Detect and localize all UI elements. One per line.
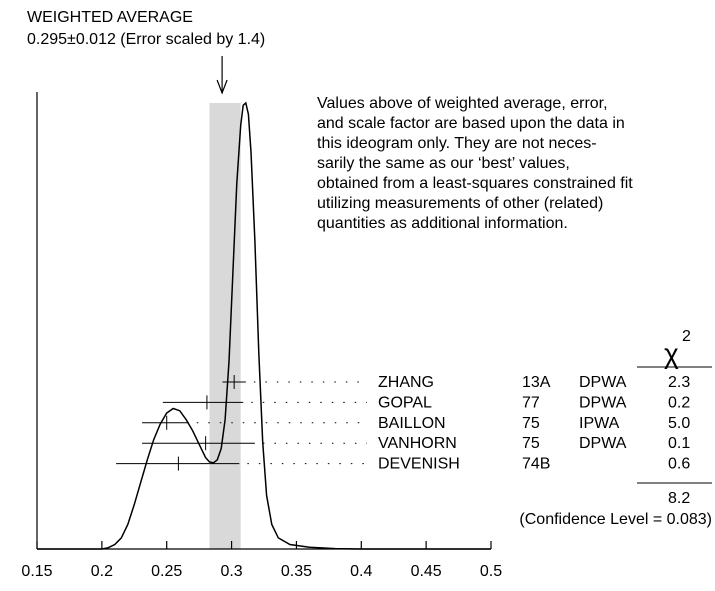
technique-label: DPWA — [579, 394, 627, 411]
chi2-value: 0.6 — [668, 456, 690, 473]
year-label: 13A — [522, 374, 551, 391]
author-label: ZHANG — [378, 374, 434, 391]
author-label: BAILLON — [378, 415, 446, 432]
year-label: 77 — [522, 394, 540, 411]
technique-label: DPWA — [579, 374, 627, 391]
author-label: VANHORN — [378, 435, 457, 452]
measurement-row: VANHORN 75 DPWA 0.1 — [142, 435, 690, 452]
x-tick-label: 0.2 — [91, 563, 113, 580]
author-label: GOPAL — [378, 394, 432, 411]
chi2-header: χ 2 — [637, 328, 712, 369]
note-line: and scale factor are based upon the data… — [317, 115, 625, 132]
note-line: utilizing measurements of other (related… — [317, 195, 603, 212]
measurement-row: GOPAL 77 DPWA 0.2 — [162, 394, 690, 411]
confidence-level: (Confidence Level = 0.083) — [519, 511, 712, 528]
note-line: Values above of weighted average, error, — [317, 95, 608, 112]
year-label: 74B — [522, 456, 550, 473]
measurement-row: DEVENISH 74B 0.6 — [116, 456, 690, 473]
weighted-average-band — [209, 103, 241, 549]
note-line: obtained from a least-squares constraine… — [317, 175, 633, 192]
x-tick-label: 0.15 — [21, 563, 52, 580]
chi2-value: 0.1 — [668, 435, 690, 452]
measurement-row: BAILLON 75 IPWA 5.0 — [142, 415, 690, 432]
x-tick-label: 0.45 — [411, 563, 442, 580]
chi2-symbol: χ — [664, 338, 679, 369]
weighted-average-arrow — [216, 56, 228, 95]
chi2-value: 0.2 — [668, 394, 690, 411]
author-label: DEVENISH — [378, 456, 460, 473]
note-text: Values above of weighted average, error,… — [317, 95, 633, 232]
x-tick-label: 0.5 — [480, 563, 502, 580]
chart-subtitle: 0.295±0.012 (Error scaled by 1.4) — [27, 31, 265, 48]
chi2-total: 8.2 — [668, 490, 690, 507]
ideogram-curve — [37, 101, 491, 550]
x-tick-label: 0.4 — [350, 563, 372, 580]
x-tick-label: 0.3 — [220, 563, 242, 580]
measurement-row: ZHANG 13A DPWA 2.3 — [222, 374, 690, 391]
chi2-value: 2.3 — [668, 374, 690, 391]
year-label: 75 — [522, 435, 540, 452]
note-line: quantities as additional information. — [317, 215, 568, 232]
technique-label: IPWA — [579, 415, 620, 432]
measurements: ZHANG 13A DPWA 2.3 GOPAL 77 DPWA 0.2 BAILLON 75 IP… — [116, 374, 690, 473]
x-tick-label: 0.35 — [281, 563, 312, 580]
x-tick-label: 0.25 — [151, 563, 182, 580]
technique-label: DPWA — [579, 435, 627, 452]
note-line: this ideogram only. They are not neces- — [317, 135, 597, 152]
x-axis-ticks: 0.15 0.2 0.25 0.3 0.35 0.4 0.45 0.5 — [21, 541, 502, 580]
chi2-exponent: 2 — [682, 328, 691, 345]
chi2-value: 5.0 — [668, 415, 690, 432]
chart-title: WEIGHTED AVERAGE — [27, 9, 193, 26]
year-label: 75 — [522, 415, 540, 432]
note-line: sarily the same as our ‘best’ values, — [317, 155, 570, 172]
